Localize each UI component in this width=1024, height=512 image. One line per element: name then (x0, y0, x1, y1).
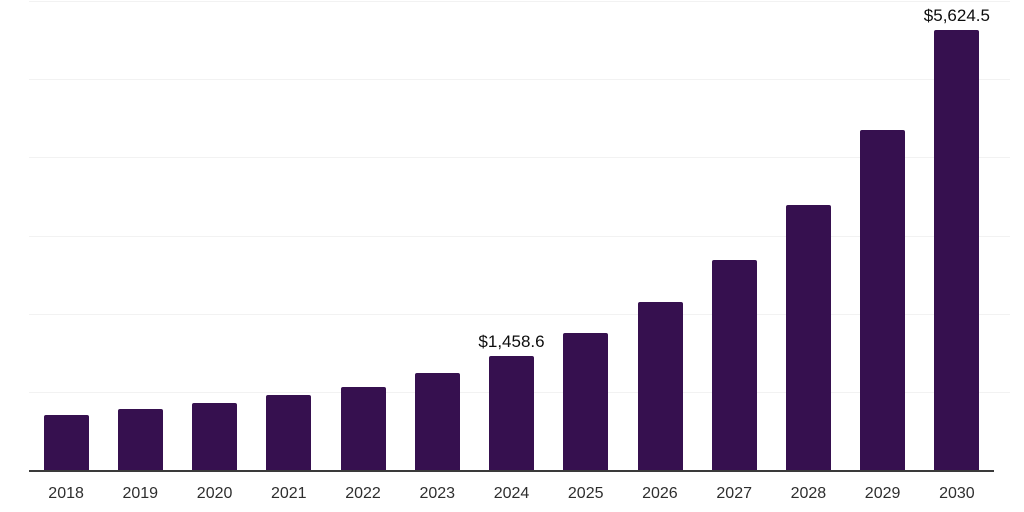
bar-2018 (43, 415, 89, 470)
bar-2028 (785, 205, 831, 470)
x-axis-line (29, 470, 994, 472)
x-tick-label-2021: 2021 (270, 485, 307, 502)
x-tick-label-2026: 2026 (642, 485, 678, 502)
gridline (29, 1, 1010, 2)
bar-2020 (192, 403, 238, 470)
x-tick-label-2019: 2019 (122, 485, 159, 502)
bar-2024 (489, 356, 534, 470)
x-tick-label-2023: 2023 (419, 485, 456, 502)
bar-2019 (117, 409, 163, 470)
x-tick-label-2027: 2027 (716, 485, 752, 502)
data-label-2024: $1,458.6 (478, 332, 545, 351)
bar-2021 (266, 395, 312, 470)
bar-2030 (934, 30, 980, 470)
gridline (29, 157, 1010, 159)
x-tick-label-2028: 2028 (790, 485, 827, 502)
gridline (29, 313, 1010, 315)
bar-2029 (860, 129, 906, 470)
gridline (29, 79, 1010, 81)
bar-2026 (637, 302, 683, 470)
x-tick-label-2018: 2018 (48, 485, 84, 502)
x-tick-label-2025: 2025 (567, 485, 604, 502)
x-tick-label-2030: 2030 (939, 485, 975, 502)
bar-2027 (711, 260, 757, 470)
x-tick-label-2029: 2029 (864, 485, 901, 502)
x-tick-label-2020: 2020 (196, 485, 233, 502)
bar-2025 (563, 333, 609, 470)
x-tick-label-2024: 2024 (493, 485, 530, 502)
x-tick-label-2022: 2022 (345, 485, 381, 502)
data-label-2030: $5,624.5 (923, 6, 990, 26)
bar-2022 (340, 387, 386, 470)
gridline (29, 235, 1010, 237)
bar-2023 (414, 373, 460, 470)
